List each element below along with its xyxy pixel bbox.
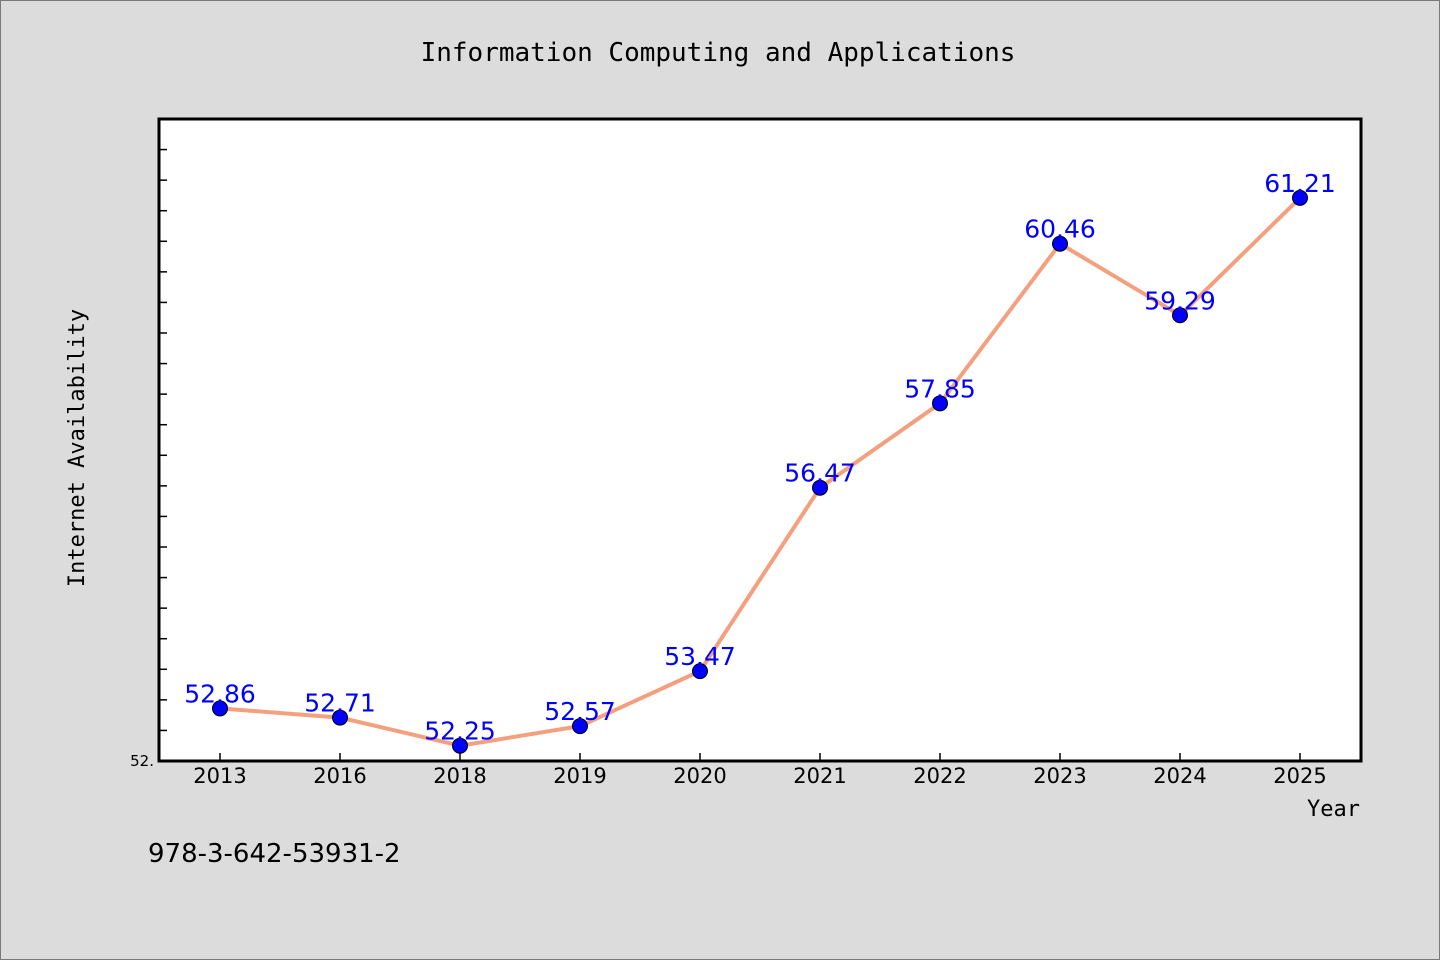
x-tick-label: 2019 <box>553 764 606 788</box>
data-point <box>812 479 828 496</box>
series-markers-group <box>212 189 1308 754</box>
data-point <box>332 709 348 726</box>
data-point <box>452 737 468 754</box>
x-tick-label: 2020 <box>673 764 726 788</box>
x-tick-label: 2018 <box>433 764 486 788</box>
data-label: 56.47 <box>784 459 856 488</box>
data-point <box>572 718 588 735</box>
chart-title: Information Computing and Applications <box>421 38 1016 68</box>
data-point <box>212 700 228 717</box>
x-tick-label: 2013 <box>193 764 246 788</box>
data-labels-group: 52.86 52.71 52.25 52.57 53.47 56.47 57.85 60.46… <box>184 169 1336 746</box>
data-label: 52.25 <box>424 717 496 746</box>
data-label: 52.71 <box>304 689 376 718</box>
data-point <box>692 663 708 680</box>
data-point <box>1292 189 1308 206</box>
x-tick-label: 2025 <box>1273 764 1326 788</box>
x-tick-label: 2024 <box>1153 764 1206 788</box>
data-point <box>932 395 948 412</box>
y-axis-label: Internet Availability <box>65 309 90 587</box>
y-axis-ticks <box>159 148 167 732</box>
data-point <box>1172 307 1188 324</box>
isbn-footer: 978-3-642-53931-2 <box>148 839 401 869</box>
y-tick-label: 52. <box>130 752 154 770</box>
data-label: 52.57 <box>544 697 616 726</box>
data-label: 53.47 <box>664 642 736 671</box>
data-label: 59.29 <box>1144 286 1216 315</box>
x-tick-label: 2023 <box>1033 764 1086 788</box>
data-label: 60.46 <box>1024 215 1096 244</box>
series-line-group <box>219 196 1302 748</box>
x-tick-label: 2021 <box>793 764 846 788</box>
data-label: 61.21 <box>1264 169 1336 198</box>
x-tick-label: 2016 <box>313 764 366 788</box>
series-line <box>219 196 1302 748</box>
x-tick-label: 2022 <box>913 764 966 788</box>
x-axis-ticks: 2013 2016 2018 2019 2020 2021 2022 2023 2024 2025 <box>193 753 1327 788</box>
x-axis-label: Year <box>1307 797 1360 822</box>
data-label: 57.85 <box>904 374 976 403</box>
data-point <box>1052 235 1068 252</box>
data-label: 52.86 <box>184 679 256 708</box>
plot-area <box>157 117 1363 763</box>
